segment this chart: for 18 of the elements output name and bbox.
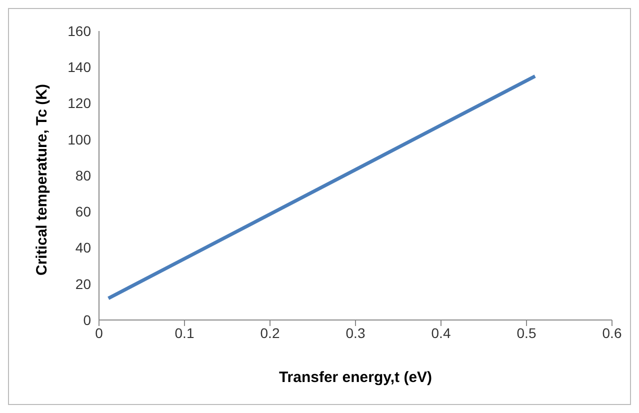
x-tick-label: 0.3: [346, 324, 366, 341]
y-tick-label: 160: [68, 22, 92, 39]
x-tick-label: 0.5: [516, 324, 536, 341]
x-tick-label: 0: [95, 324, 104, 341]
y-tick-label: 20: [75, 276, 92, 292]
x-tick-label: 0.1: [174, 324, 194, 341]
x-axis-title: Transfer energy,t (eV): [278, 369, 432, 386]
x-tick-label: 0.4: [431, 324, 451, 341]
y-tick-label: 140: [68, 59, 92, 76]
x-tick-label: 0.2: [260, 324, 280, 341]
y-tick-label: 120: [68, 95, 92, 112]
y-tick-label: 40: [75, 240, 92, 256]
y-axis-title: Critical temperature, Tc (K): [33, 84, 50, 276]
y-tick-label: 80: [75, 167, 92, 184]
y-tick-label: 0: [83, 312, 92, 328]
y-tick-label: 100: [68, 131, 92, 148]
x-tick-label: 0.6: [602, 324, 622, 341]
y-tick-label: 60: [75, 204, 92, 220]
